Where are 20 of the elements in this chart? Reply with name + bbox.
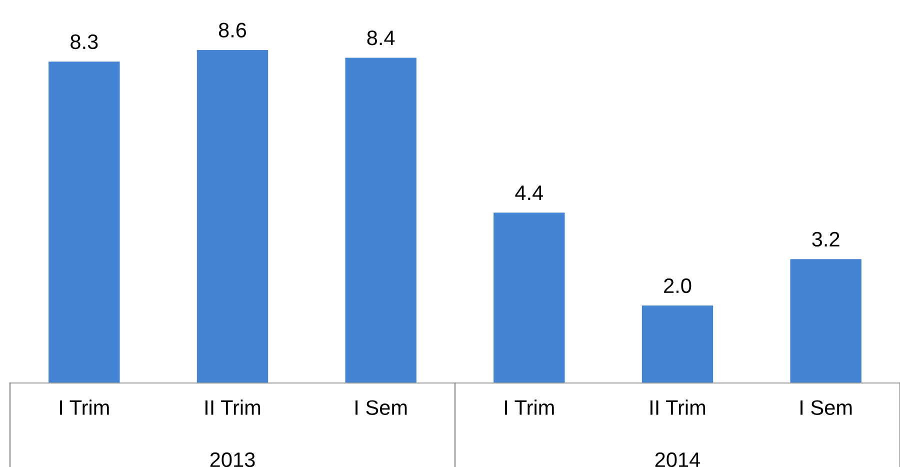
bar xyxy=(494,212,565,383)
text: 2013 xyxy=(210,452,255,467)
bar xyxy=(48,62,120,383)
data-label: 2.0 xyxy=(664,278,692,294)
data-label: 3.2 xyxy=(812,232,840,247)
x-tick-label: I Sem xyxy=(800,400,852,415)
bar xyxy=(790,259,862,383)
data-label: 4.4 xyxy=(515,186,544,200)
bar xyxy=(642,306,714,383)
data-label: 8.6 xyxy=(218,22,246,38)
x-tick-label: I Trim xyxy=(505,400,554,415)
x-tick-label: I Trim xyxy=(60,400,109,415)
data-label: 8.3 xyxy=(70,34,98,50)
data-label: 8.4 xyxy=(367,30,395,46)
x-tick-label: II Trim xyxy=(650,400,706,415)
bar xyxy=(345,58,416,383)
x-tick-label: I Sem xyxy=(356,400,407,415)
x-tick-label: II Trim xyxy=(205,400,260,415)
bar xyxy=(196,50,268,383)
text: 2014 xyxy=(655,452,700,467)
